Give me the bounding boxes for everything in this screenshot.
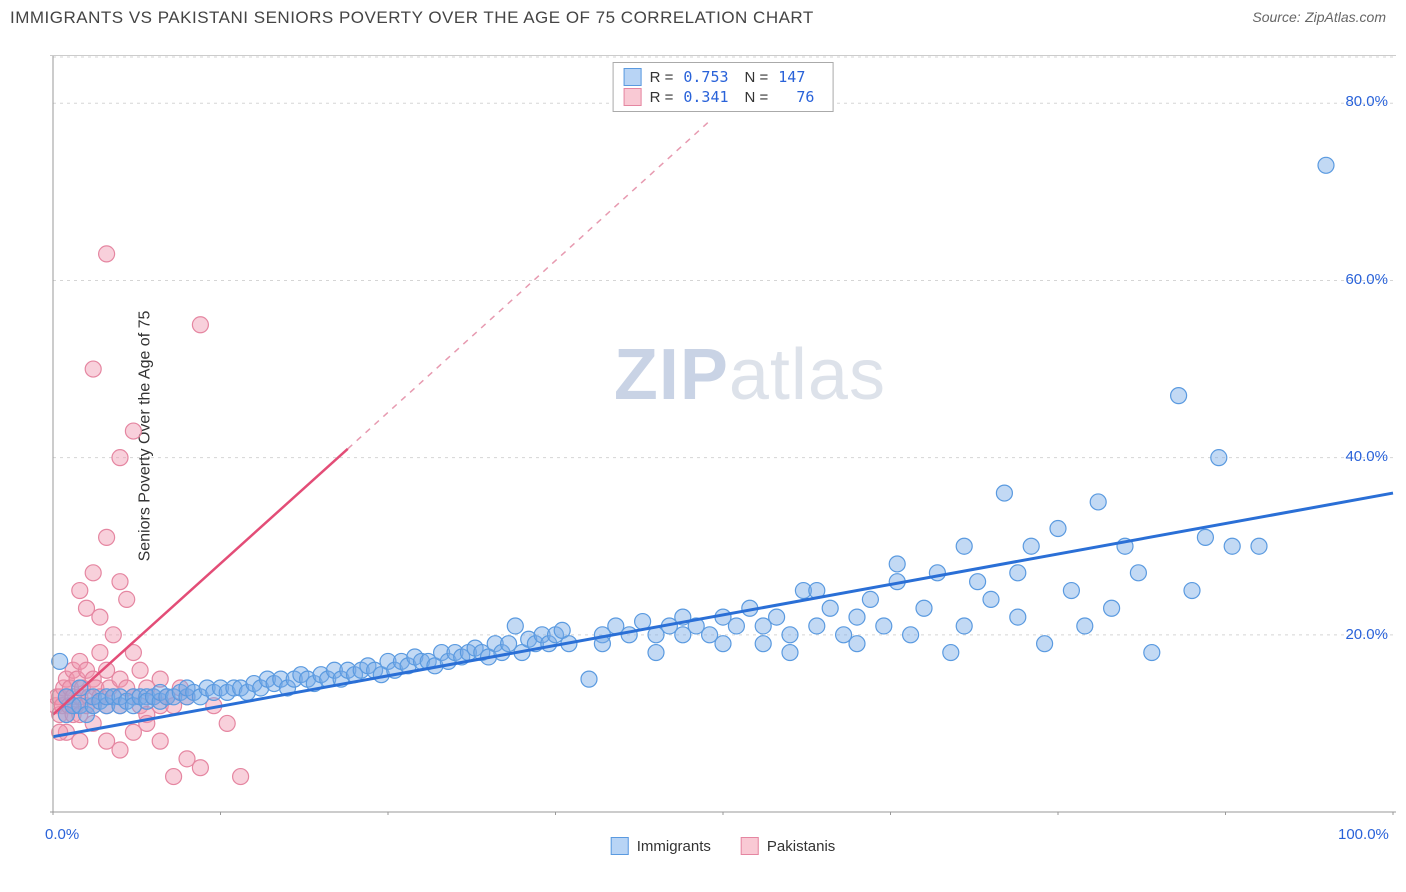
- stats-r-label: R =: [650, 69, 674, 86]
- x-tick-label: 0.0%: [45, 826, 79, 843]
- source-value: ZipAtlas.com: [1305, 9, 1386, 25]
- scatter-plot: [50, 56, 1396, 815]
- stats-legend: R = 0.753 N = 147 R = 0.341 N = 76: [613, 62, 834, 112]
- source-attribution: Source: ZipAtlas.com: [1252, 9, 1386, 27]
- legend-swatch: [741, 837, 759, 855]
- series-legend: Immigrants Pakistanis: [611, 837, 836, 855]
- legend-swatch: [624, 68, 642, 86]
- stats-n-label: N =: [745, 69, 769, 86]
- stats-n-label: N =: [745, 89, 769, 106]
- y-tick-label: 60.0%: [1345, 271, 1388, 288]
- stats-n-value: 147: [778, 68, 805, 86]
- stats-r-value: 0.341: [683, 88, 728, 106]
- legend-label: Immigrants: [637, 838, 711, 855]
- chart-area: Seniors Poverty Over the Age of 75 20.0%…: [50, 55, 1396, 815]
- y-tick-label: 20.0%: [1345, 626, 1388, 643]
- stats-legend-row: R = 0.341 N = 76: [624, 87, 823, 107]
- stats-n-value: 76: [778, 88, 814, 106]
- source-label: Source:: [1252, 9, 1300, 25]
- legend-swatch: [624, 88, 642, 106]
- stats-r-label: R =: [650, 89, 674, 106]
- y-tick-label: 40.0%: [1345, 448, 1388, 465]
- y-tick-label: 80.0%: [1345, 93, 1388, 110]
- stats-r-value: 0.753: [683, 68, 728, 86]
- stats-legend-row: R = 0.753 N = 147: [624, 67, 823, 87]
- legend-label: Pakistanis: [767, 838, 835, 855]
- chart-title: IMMIGRANTS VS PAKISTANI SENIORS POVERTY …: [10, 8, 814, 28]
- legend-item: Pakistanis: [741, 837, 835, 855]
- legend-item: Immigrants: [611, 837, 711, 855]
- legend-swatch: [611, 837, 629, 855]
- x-tick-label: 100.0%: [1338, 826, 1389, 843]
